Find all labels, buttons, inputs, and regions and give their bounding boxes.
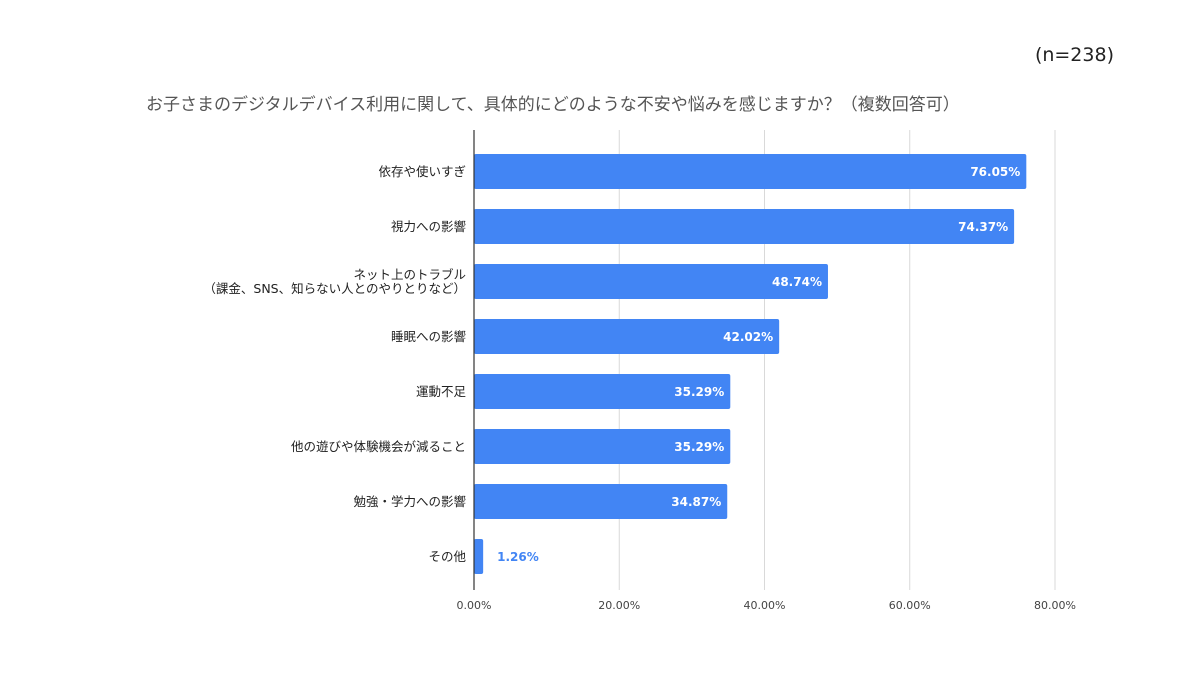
data-label: 35.29% xyxy=(674,440,724,454)
data-label: 48.74% xyxy=(772,275,822,289)
data-label: 76.05% xyxy=(970,165,1020,179)
bar xyxy=(474,154,1027,189)
data-label: 1.26% xyxy=(497,550,539,564)
bar xyxy=(474,209,1015,244)
x-tick-label: 20.00% xyxy=(598,599,640,612)
category-label: 他の遊びや体験機会が減ること xyxy=(291,439,466,454)
category-label: 運動不足 xyxy=(416,384,467,399)
bar xyxy=(474,539,484,574)
category-label: 依存や使いすぎ xyxy=(378,164,466,179)
x-tick-label: 60.00% xyxy=(889,599,931,612)
chart-title: お子さまのデジタルデバイス利用に関して、具体的にどのような不安や悩みを感じますか… xyxy=(146,95,960,115)
bar xyxy=(474,319,780,354)
category-label: （課金、SNS、知らない人とのやりとりなど） xyxy=(203,281,466,296)
category-label: その他 xyxy=(428,549,466,564)
bar xyxy=(474,264,828,299)
bar xyxy=(474,484,728,519)
data-label: 34.87% xyxy=(671,495,721,509)
x-tick-label: 40.00% xyxy=(744,599,786,612)
category-label: 視力への影響 xyxy=(391,219,466,234)
category-label: 睡眠への影響 xyxy=(391,329,466,344)
data-label: 42.02% xyxy=(723,330,773,344)
bar xyxy=(474,429,731,464)
sample-size-label: (n=238) xyxy=(1034,44,1114,66)
category-label: ネット上のトラブル xyxy=(353,267,466,282)
bar xyxy=(474,374,731,409)
x-tick-label: 0.00% xyxy=(457,599,492,612)
data-label: 35.29% xyxy=(674,385,724,399)
data-label: 74.37% xyxy=(958,220,1008,234)
category-label: 勉強・学力への影響 xyxy=(353,494,466,509)
x-tick-label: 80.00% xyxy=(1034,599,1076,612)
